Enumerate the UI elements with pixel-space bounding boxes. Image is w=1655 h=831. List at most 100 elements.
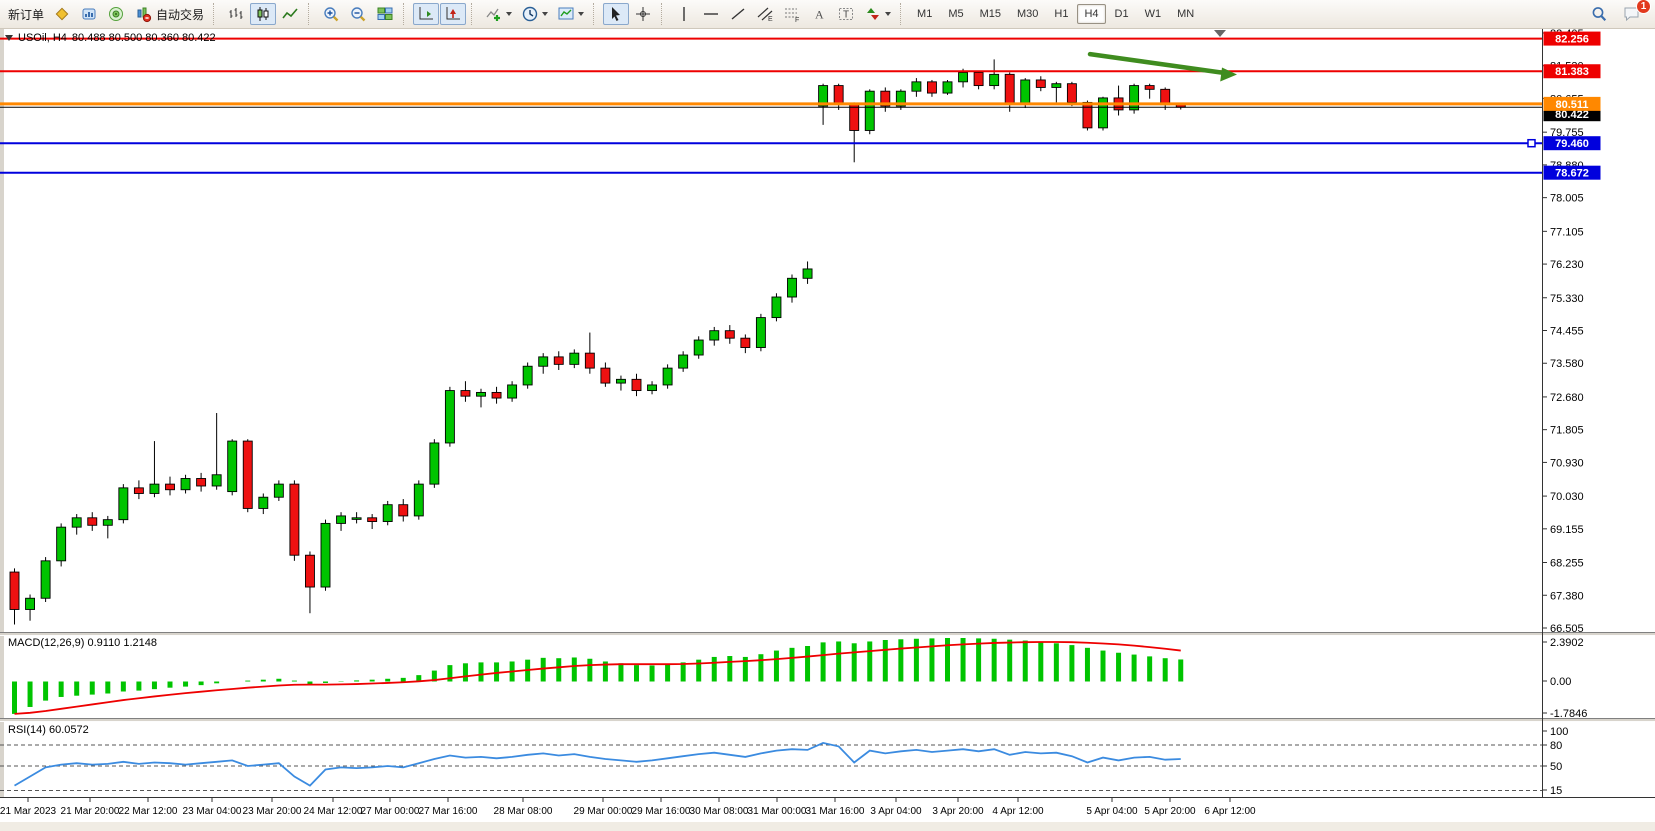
svg-text:70.030: 70.030 (1550, 491, 1584, 503)
chart-shift-icon[interactable] (440, 3, 467, 25)
tab-timeframe-MN[interactable]: MN (1177, 8, 1195, 20)
notifications-button[interactable]: 1 (1618, 0, 1651, 25)
chart-canvas[interactable]: 82.40581.53080.65579.75578.88078.00577.1… (0, 28, 1655, 831)
svg-text:76.230: 76.230 (1550, 259, 1584, 271)
chart-window[interactable]: 82.40581.53080.65579.75578.88078.00577.1… (0, 28, 1655, 831)
trendline-tool-icon[interactable] (725, 3, 751, 25)
svg-text:23 Mar 04:00: 23 Mar 04:00 (183, 806, 242, 817)
svg-text:22 Mar 12:00: 22 Mar 12:00 (119, 806, 178, 817)
rsi-line (14, 741, 1181, 787)
auto-scroll-icon[interactable] (413, 3, 440, 25)
svg-text:78.005: 78.005 (1550, 193, 1584, 205)
tab-timeframe-M1[interactable]: M1 (917, 8, 933, 20)
arrows-tool-button[interactable] (860, 3, 895, 25)
periods-button[interactable] (517, 3, 552, 25)
pane-divider[interactable] (0, 718, 1655, 722)
svg-text:27 Mar 00:00: 27 Mar 00:00 (361, 806, 420, 817)
notification-badge: 1 (1636, 0, 1651, 14)
templates-button[interactable] (553, 3, 588, 25)
cursor-icon[interactable] (603, 3, 630, 25)
charts-icon[interactable] (76, 3, 102, 25)
tab-timeframe-M5[interactable]: M5 (948, 8, 964, 20)
toolbar-separator (471, 3, 476, 25)
svg-text:80: 80 (1550, 740, 1562, 752)
signals-icon[interactable] (103, 3, 129, 25)
svg-text:6 Apr 12:00: 6 Apr 12:00 (1204, 806, 1256, 817)
svg-text:5 Apr 20:00: 5 Apr 20:00 (1144, 806, 1196, 817)
svg-text:2.3902: 2.3902 (1550, 637, 1584, 649)
indicator-axes: 2.3902 0.00 -1.7846 100 80 50 15 (1542, 637, 1587, 797)
tile-windows-icon[interactable] (372, 3, 398, 25)
equidistant-channel-tool-icon[interactable]: E (752, 3, 778, 25)
toolbar-separator (593, 3, 598, 25)
svg-text:30 Mar 08:00: 30 Mar 08:00 (690, 806, 749, 817)
tab-timeframe-W1[interactable]: W1 (1144, 8, 1162, 20)
chart-candles-icon[interactable] (250, 3, 277, 25)
toolbar-separator (403, 3, 408, 25)
trend-arrow[interactable] (1087, 51, 1237, 82)
toolbar-separator (213, 3, 218, 25)
timeframe-bar: M1 M5 M15 M30 H1 H4 D1 W1 MN (910, 4, 1201, 24)
svg-text:100: 100 (1550, 726, 1568, 738)
svg-text:71.805: 71.805 (1550, 425, 1584, 437)
chart-header: USOil, H4 80.488 80.500 80.360 80.422 (5, 32, 216, 44)
subwindow-collapse-icon[interactable] (5, 35, 13, 41)
chart-shift-marker[interactable] (1214, 30, 1226, 37)
search-icon[interactable] (1586, 3, 1612, 25)
chart-ohlc-values: 80.488 80.500 80.360 80.422 (71, 32, 216, 44)
tab-timeframe-H1[interactable]: H1 (1054, 8, 1069, 20)
zoom-out-icon[interactable] (345, 3, 371, 25)
svg-text:5 Apr 04:00: 5 Apr 04:00 (1086, 806, 1138, 817)
svg-text:T: T (843, 10, 849, 21)
svg-text:72.680: 72.680 (1550, 392, 1584, 404)
line-selection-handle[interactable] (1527, 138, 1536, 148)
svg-text:78.672: 78.672 (1555, 168, 1589, 180)
pane-divider[interactable] (0, 632, 1655, 636)
fibonacci-tool-icon[interactable]: F (779, 3, 805, 25)
tab-timeframe-M15[interactable]: M15 (979, 8, 1001, 20)
chart-background (0, 29, 1655, 831)
horizontal-line-tool-icon[interactable] (698, 3, 724, 25)
arrows-tool-icon (867, 8, 880, 20)
tab-timeframe-D1[interactable]: D1 (1114, 8, 1129, 20)
dropdown-caret-icon (885, 12, 892, 16)
crosshair-icon[interactable] (630, 3, 656, 25)
chart-bars-icon[interactable] (223, 3, 249, 25)
time-axis[interactable]: 21 Mar 2023 21 Mar 20:00 22 Mar 12:00 23 Ma… (0, 798, 1256, 817)
svg-text:69.155: 69.155 (1550, 524, 1584, 536)
macd-pane (12, 638, 1184, 715)
zoom-in-icon[interactable] (318, 3, 344, 25)
svg-text:3 Apr 20:00: 3 Apr 20:00 (932, 806, 984, 817)
svg-text:80.422: 80.422 (1555, 109, 1589, 121)
window-left-edge (0, 29, 4, 798)
svg-text:31 Mar 16:00: 31 Mar 16:00 (806, 806, 865, 817)
new-order-button[interactable]: 新订单 (8, 7, 45, 22)
svg-text:15: 15 (1550, 785, 1562, 797)
price-badges: 80.422 82.256 81.383 80.511 79.460 78.672 (1543, 31, 1601, 180)
text-label-tool-icon[interactable]: T (833, 3, 859, 25)
svg-text:31 Mar 00:00: 31 Mar 00:00 (748, 806, 807, 817)
text-tool-icon[interactable]: A (806, 3, 832, 25)
svg-text:E: E (768, 16, 773, 23)
vertical-line-tool-icon[interactable] (671, 3, 697, 25)
svg-text:-1.7846: -1.7846 (1550, 708, 1587, 720)
svg-text:29 Mar 00:00: 29 Mar 00:00 (574, 806, 633, 817)
svg-text:4 Apr 12:00: 4 Apr 12:00 (992, 806, 1044, 817)
svg-text:A: A (815, 8, 824, 22)
svg-text:0.00: 0.00 (1550, 676, 1571, 688)
tab-timeframe-H4[interactable]: H4 (1077, 4, 1106, 24)
autotrading-button[interactable]: 自动交易 (130, 3, 208, 25)
toolbar-separator (661, 3, 666, 25)
chart-line-icon[interactable] (277, 3, 303, 25)
toolbar-separator (900, 3, 905, 25)
market-watch-icon[interactable] (49, 3, 75, 25)
autotrading-icon (137, 7, 152, 23)
svg-text:79.460: 79.460 (1555, 138, 1589, 150)
macd-indicator-label: MACD(12,26,9) 0.9110 1.2148 (8, 637, 157, 649)
tab-timeframe-M30[interactable]: M30 (1017, 8, 1039, 20)
svg-text:80.511: 80.511 (1555, 99, 1588, 111)
svg-text:21 Mar 2023: 21 Mar 2023 (0, 806, 57, 817)
indicators-icon (486, 8, 501, 21)
indicators-button[interactable] (481, 3, 516, 25)
window-bottom-edge (0, 822, 1655, 831)
